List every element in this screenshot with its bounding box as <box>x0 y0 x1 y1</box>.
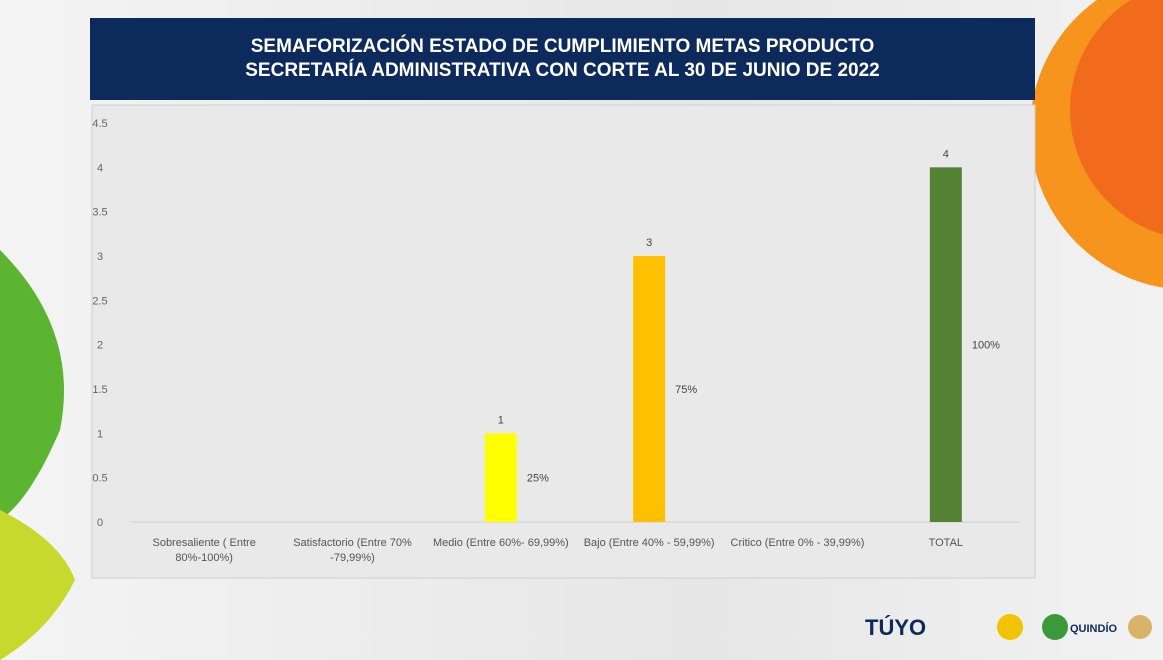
y-tick-label: 3 <box>97 251 103 263</box>
y-tick-label: 1 <box>97 428 103 440</box>
x-tick-label: TOTAL <box>928 537 964 549</box>
chart-title: SEMAFORIZACIÓN ESTADO DE CUMPLIMIENTO ME… <box>90 18 1035 100</box>
y-tick-label: 3.5 <box>92 207 107 219</box>
percent-label: 25% <box>527 473 549 485</box>
bar <box>929 167 962 523</box>
logo-q <box>1042 614 1068 640</box>
decor-orange-inner <box>1070 0 1163 235</box>
logo-tuyo: TÚYO <box>865 615 926 640</box>
percent-label: 75% <box>675 384 697 396</box>
value-label: 4 <box>943 148 949 160</box>
x-tick-label: Satisfactorio (Entre 70% -79,99%) <box>293 537 412 564</box>
value-label: 3 <box>646 237 652 249</box>
logo-quindio: QUINDÍO <box>1070 622 1118 635</box>
percent-label: 100% <box>972 340 1000 352</box>
y-tick-label: 2 <box>97 340 103 352</box>
y-tick-label: 1.5 <box>92 384 107 396</box>
x-tick-label: Sobresaliente ( Entre 80%-100%) <box>152 537 256 564</box>
x-tick-label: Medio (Entre 60%- 69,99%) <box>432 537 569 549</box>
logo-seal-2 <box>1128 615 1152 639</box>
decor-lime <box>0 510 75 660</box>
y-tick-label: 4 <box>97 162 103 174</box>
value-label: 1 <box>498 414 504 426</box>
plot-box <box>91 104 1036 579</box>
y-tick-label: 0.5 <box>92 473 107 485</box>
x-tick-label: Bajo (Entre 40% - 59,99%) <box>583 537 715 549</box>
y-tick-label: 4.5 <box>92 118 107 130</box>
bar <box>484 433 517 522</box>
bar <box>633 256 666 522</box>
x-tick-label: Critico (Entre 0% - 39,99%) <box>730 537 865 549</box>
y-tick-label: 0 <box>97 517 103 529</box>
y-tick-label: 2.5 <box>92 295 107 307</box>
logo-seal <box>997 614 1023 640</box>
decor-green <box>0 250 64 520</box>
